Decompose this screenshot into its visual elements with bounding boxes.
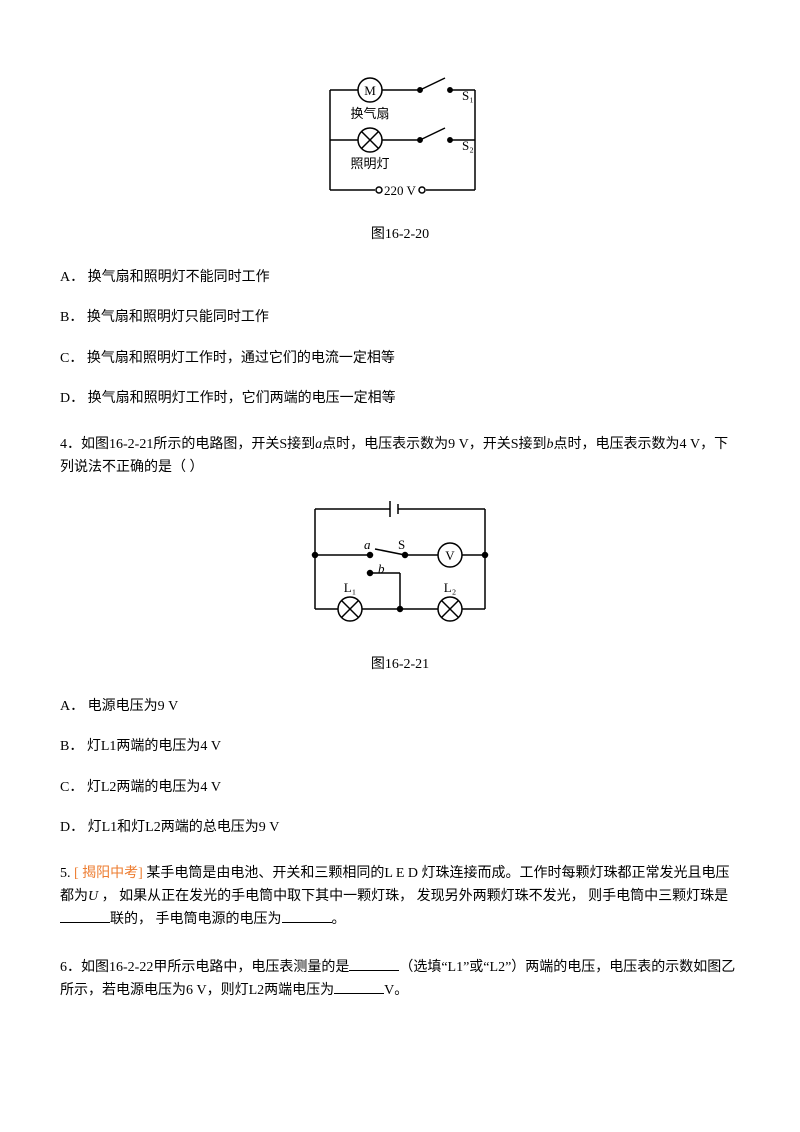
voltmeter-label: V	[445, 548, 455, 563]
q3-option-b: B． 换气扇和照明灯只能同时工作	[60, 307, 740, 329]
q4-italic-b: b	[547, 437, 554, 452]
q5-stem: 5. [ 揭阳中考] 某手电筒是由电池、开关和三颗相同的L E D 灯珠连接而成…	[60, 863, 740, 931]
q5-blank-2	[282, 908, 332, 923]
q3-option-c: C． 换气扇和照明灯工作时，通过它们的电流一定相等	[60, 348, 740, 370]
q4-option-b: B． 灯L1两端的电压为4 V	[60, 736, 740, 758]
lamp-l2-label: L₂	[444, 580, 456, 595]
switch-s2-label: S₂	[462, 138, 474, 153]
lamp-l1-label: L₁	[344, 580, 356, 595]
q4-option-d: D． 灯L1和灯L2两端的总电压为9 V	[60, 817, 740, 839]
voltage-source-label: 220 V	[384, 183, 417, 198]
q5-part4: 。	[332, 912, 346, 927]
fan-label: 换气扇	[350, 106, 389, 121]
q6-blank-2	[334, 979, 384, 994]
figure-2: a b S V L₁ L₂ 图16-2-21	[60, 489, 740, 676]
motor-label: M	[364, 83, 376, 98]
q6-stem: 6．如图16-2-22甲所示电路中，电压表测量的是（选填“L1”或“L2”）两端…	[60, 956, 740, 1003]
q5-part3: 联的， 手电筒电源的电压为	[110, 912, 282, 927]
q3-option-a: A． 换气扇和照明灯不能同时工作	[60, 267, 740, 289]
circuit-diagram-1: M 换气扇 照明灯 S₁ S₂ 220 V	[300, 70, 500, 210]
node-b-label: b	[378, 561, 385, 576]
q5-number: 5.	[60, 866, 74, 881]
q5-part2: ， 如果从正在发光的手电筒中取下其中一颗灯珠， 发现另外两颗灯珠不发光， 则手电…	[98, 889, 728, 904]
q4-stem-part2: 点时，电压表示数为9 V，开关S接到	[322, 437, 546, 452]
q4-stem: 4．如图16-2-21所示的电路图，开关S接到a点时，电压表示数为9 V，开关S…	[60, 434, 740, 479]
circuit-diagram-2: a b S V L₁ L₂	[290, 489, 510, 639]
q4-option-a: A． 电源电压为9 V	[60, 696, 740, 718]
switch-s1-label: S₁	[462, 88, 474, 103]
node-a-label: a	[364, 537, 371, 552]
figure-1-caption: 图16-2-20	[60, 224, 740, 246]
q4-stem-part1: 4．如图16-2-21所示的电路图，开关S接到	[60, 437, 315, 452]
q3-option-d: D． 换气扇和照明灯工作时，它们两端的电压一定相等	[60, 388, 740, 410]
q5-tag: [ 揭阳中考]	[74, 866, 143, 881]
q6-part1: 6．如图16-2-22甲所示电路中，电压表测量的是	[60, 960, 349, 975]
q4-option-c: C． 灯L2两端的电压为4 V	[60, 777, 740, 799]
figure-2-caption: 图16-2-21	[60, 654, 740, 676]
q5-italic-u: U	[88, 889, 98, 904]
figure-1: M 换气扇 照明灯 S₁ S₂ 220 V 图16-2-20	[60, 70, 740, 247]
q5-blank-1	[60, 908, 110, 923]
q6-part3: V。	[384, 983, 408, 998]
lamp-label: 照明灯	[350, 156, 389, 171]
q6-blank-1	[349, 956, 399, 971]
switch-s-label: S	[398, 537, 405, 552]
